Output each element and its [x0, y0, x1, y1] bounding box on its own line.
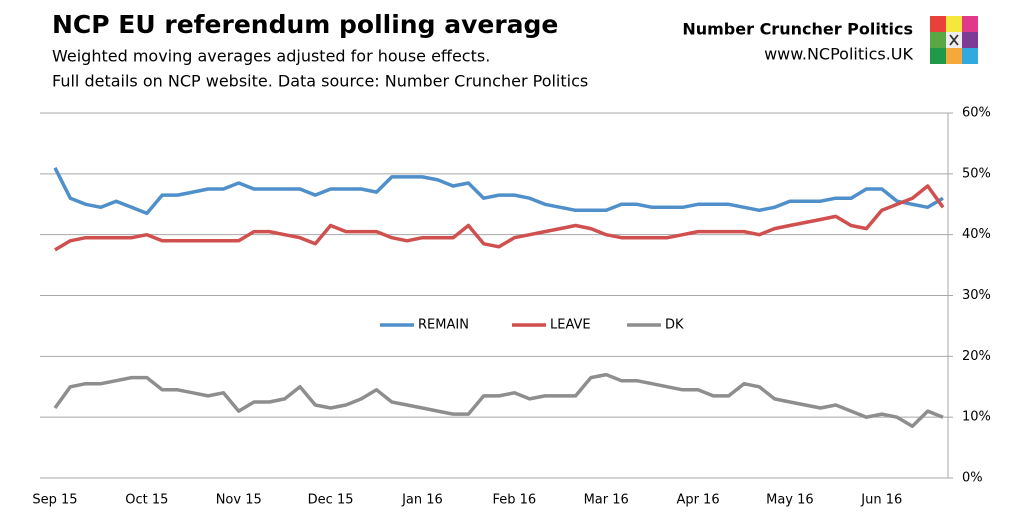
y-tick-label: 60%: [962, 106, 991, 121]
y-tick-label: 50%: [962, 166, 991, 181]
legend-label: DK: [665, 318, 684, 333]
brand: Number Cruncher Politics: [682, 20, 913, 39]
x-tick-label: Nov 15: [216, 493, 262, 508]
x-tick-label: Jun 16: [860, 493, 902, 508]
y-tick-label: 40%: [962, 227, 991, 242]
y-tick-label: 10%: [962, 410, 991, 425]
y-tick-label: 0%: [962, 471, 983, 486]
x-tick-label: Sep 15: [32, 493, 77, 508]
x-tick-label: Dec 15: [308, 493, 354, 508]
y-tick-label: 20%: [962, 349, 991, 364]
x-tick-label: Apr 16: [676, 493, 719, 508]
series-line: [53, 167, 944, 216]
x-tick-label: Oct 15: [125, 493, 168, 508]
website: www.NCPolitics.UK: [764, 45, 913, 64]
series-line: [54, 184, 945, 252]
subtitle: Full details on NCP website. Data source…: [52, 72, 588, 91]
series-line: [53, 372, 944, 429]
y-tick-label: 30%: [962, 288, 991, 303]
logo: [930, 16, 978, 64]
legend-label: LEAVE: [550, 318, 591, 333]
legend-label: REMAIN: [418, 318, 469, 333]
x-tick-label: Feb 16: [492, 493, 536, 508]
x-tick-label: May 16: [766, 493, 814, 508]
subtitle: Weighted moving averages adjusted for ho…: [52, 47, 490, 66]
chart-title: NCP EU referendum polling average: [52, 10, 558, 39]
x-tick-label: Jan 16: [401, 493, 443, 508]
x-tick-label: Mar 16: [584, 493, 629, 508]
